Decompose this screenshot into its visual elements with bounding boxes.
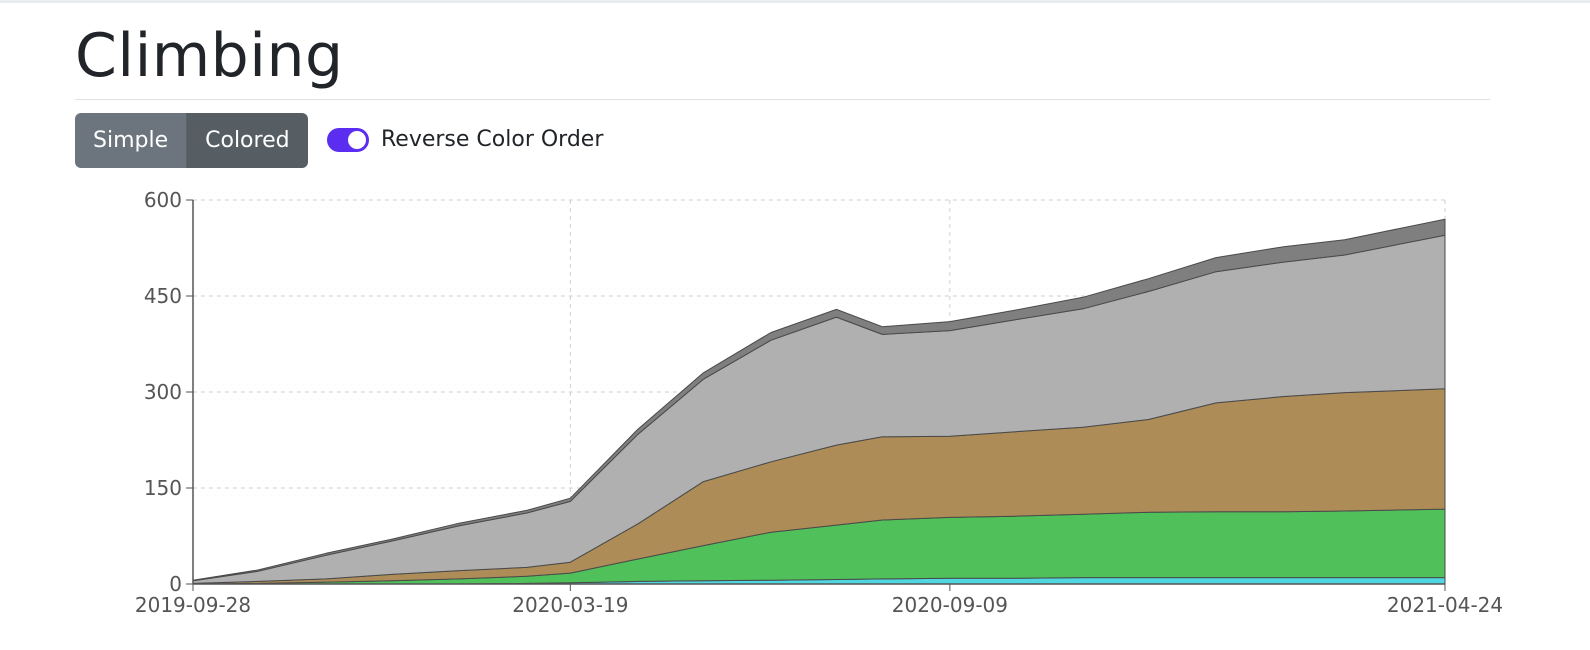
chart-tick-labels: 0 150 300 450 600 2019-09-28 2020-03-19 2020-09… <box>135 188 1503 617</box>
x-tick-label: 2020-09-09 <box>892 593 1008 617</box>
y-tick-label: 0 <box>169 572 182 596</box>
x-tick-label: 2019-09-28 <box>135 593 251 617</box>
x-tick-label: 2020-03-19 <box>512 593 628 617</box>
x-tick-label: 2021-04-24 <box>1387 593 1503 617</box>
simple-button[interactable]: Simple <box>75 113 188 168</box>
y-tick-label: 600 <box>144 188 182 212</box>
colored-button[interactable]: Colored <box>187 113 308 168</box>
toggle-knob <box>348 131 366 149</box>
view-mode-button-group: Simple Colored <box>75 113 308 168</box>
top-border <box>0 0 1590 3</box>
page-title: Climbing <box>75 21 344 91</box>
reverse-color-order-toggle[interactable] <box>327 128 369 152</box>
area-series-5 <box>192 218 1446 582</box>
y-tick-label: 150 <box>144 476 182 500</box>
y-tick-label: 300 <box>144 380 182 404</box>
reverse-color-order-label: Reverse Color Order <box>381 127 604 152</box>
chart-axes <box>186 199 1446 591</box>
y-tick-label: 450 <box>144 284 182 308</box>
title-divider <box>75 99 1490 100</box>
chart-areas <box>192 218 1446 585</box>
